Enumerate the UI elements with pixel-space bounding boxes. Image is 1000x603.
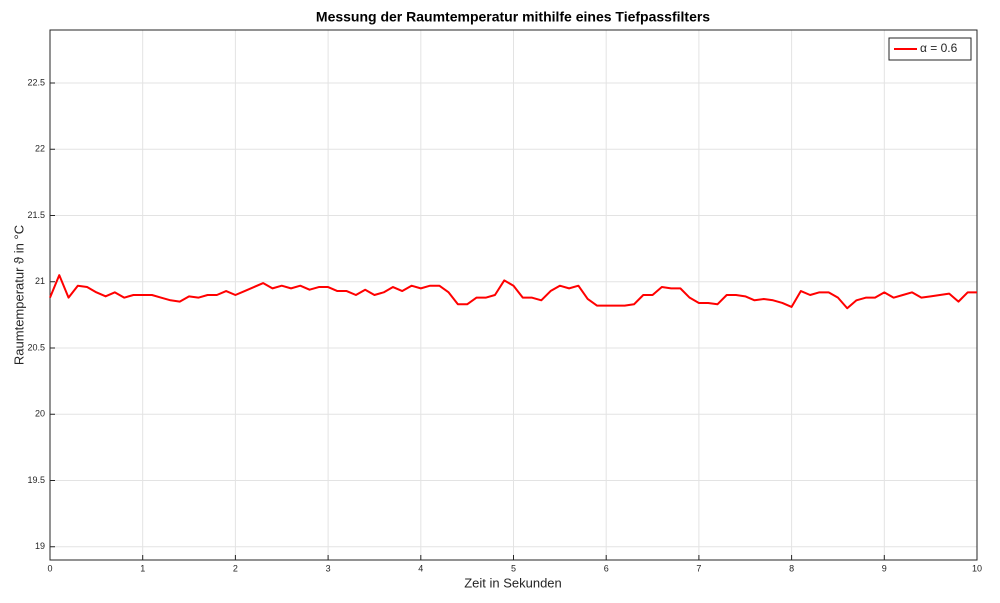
- x-tick-label: 5: [511, 563, 516, 573]
- x-tick-label: 7: [696, 563, 701, 573]
- y-tick-label: 20.5: [27, 342, 45, 352]
- y-axis-label: Raumtemperatur ϑ in °C: [11, 225, 26, 365]
- x-axis-label: Zeit in Sekunden: [464, 575, 562, 590]
- x-tick-label: 6: [604, 563, 609, 573]
- y-tick-label: 21: [35, 276, 45, 286]
- x-tick-label: 3: [326, 563, 331, 573]
- chart-title: Messung der Raumtemperatur mithilfe eine…: [316, 9, 710, 25]
- x-tick-label: 10: [972, 563, 982, 573]
- y-tick-label: 22.5: [27, 77, 45, 87]
- x-tick-label: 9: [882, 563, 887, 573]
- x-tick-label: 1: [140, 563, 145, 573]
- y-tick-label: 20: [35, 409, 45, 419]
- y-tick-label: 21.5: [27, 210, 45, 220]
- legend-label: α = 0.6: [920, 41, 958, 55]
- x-tick-label: 2: [233, 563, 238, 573]
- x-tick-label: 8: [789, 563, 794, 573]
- y-tick-label: 19.5: [27, 475, 45, 485]
- y-tick-label: 19: [35, 541, 45, 551]
- plot-frame: [49, 29, 978, 561]
- x-tick-label: 0: [47, 563, 52, 573]
- data-line: [49, 274, 977, 310]
- legend-box: [888, 37, 972, 61]
- y-tick-label: 22: [35, 144, 45, 154]
- x-tick-label: 4: [418, 563, 423, 573]
